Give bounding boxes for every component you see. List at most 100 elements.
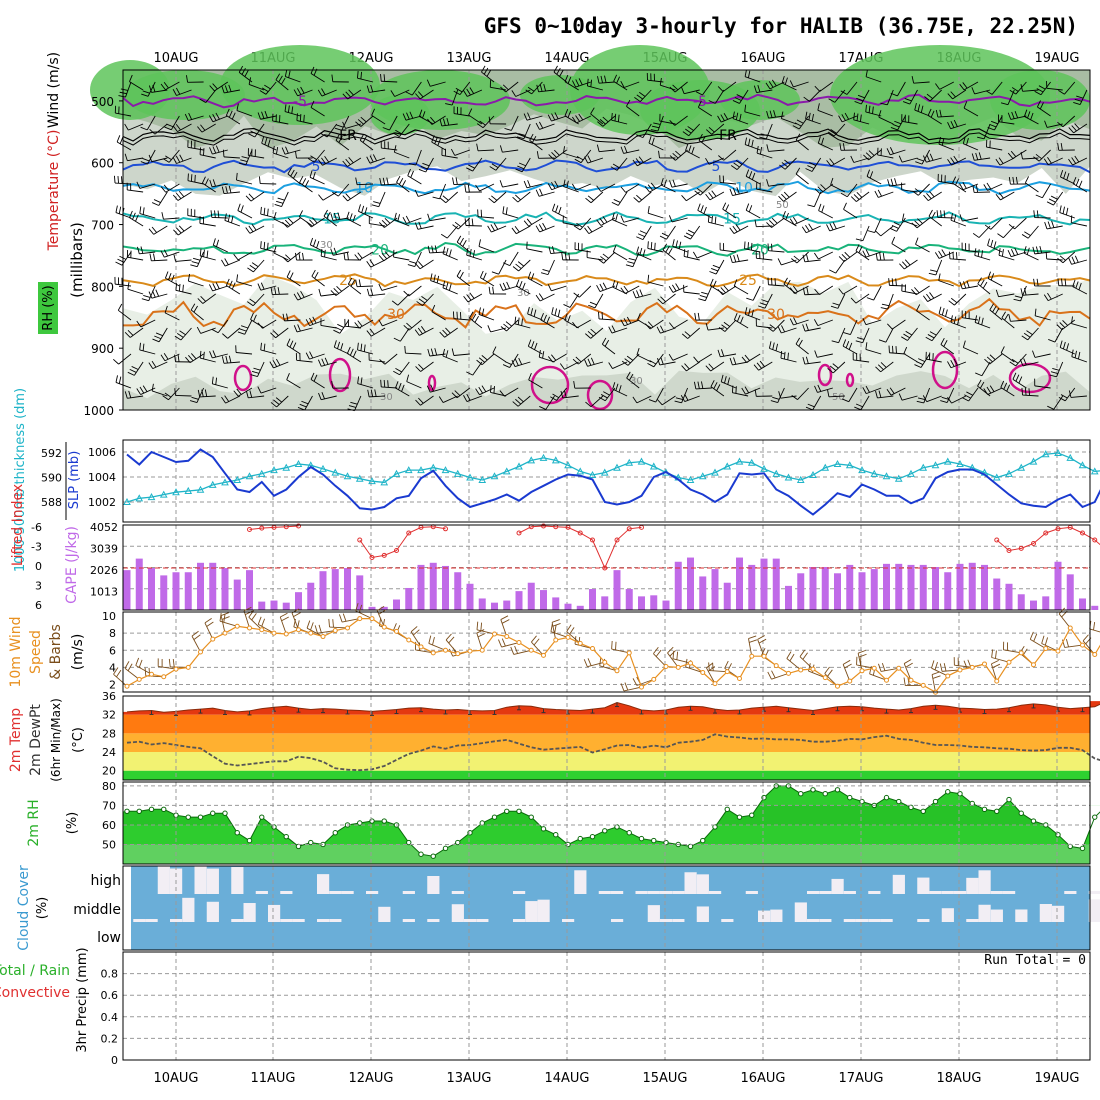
ylabel-slp: SLP (mb) (67, 451, 82, 510)
wind-barb-feather (975, 152, 979, 160)
wind-barb-feather (760, 133, 768, 137)
wind-barb-feather (792, 125, 800, 130)
wind-barb-feather (708, 192, 714, 199)
wind-barb (732, 361, 749, 366)
wind-barb-feather (330, 248, 334, 256)
cloud-cell (672, 919, 685, 922)
wind-barb-feather (989, 354, 996, 360)
wind-barb-feather (426, 385, 431, 393)
ylabel-convective: Convective (0, 985, 70, 1001)
cloud-cell (990, 909, 1003, 922)
wind-barb-feather (706, 129, 713, 135)
wind-barb-feather (287, 105, 290, 113)
wind-barb-feather (488, 197, 495, 204)
wind-barb (553, 149, 567, 160)
wind-barb-feather (1000, 102, 1009, 106)
wind-barb-feather (687, 249, 689, 258)
wind-barb-feather (391, 300, 399, 306)
cape-bar (858, 572, 866, 610)
cloud-cell (856, 919, 869, 922)
wind-barb-feather (249, 264, 257, 270)
wind-barb-feather (498, 639, 502, 648)
wind-barb-feather (172, 88, 177, 96)
wind-barb-feather (730, 165, 738, 170)
wind-barb (165, 277, 180, 287)
wind-barb-feather (602, 216, 608, 223)
wind-barb (765, 123, 773, 140)
wind-barb-feather (115, 261, 123, 266)
wind-barb-feather (926, 293, 932, 301)
wind-barb-feather (901, 261, 908, 268)
wind-barb-feather (178, 190, 185, 198)
wind-barb-feather (789, 80, 794, 88)
wind-barb-feather (346, 211, 350, 219)
wind-barb-feather (786, 651, 792, 659)
wind-barb (702, 81, 713, 96)
wind-barb (456, 387, 471, 399)
wind-barb-feather (1050, 371, 1059, 374)
wind-barb-feather (245, 195, 252, 202)
wind-speed-point (749, 653, 755, 659)
wind-barb-feather (370, 84, 374, 93)
cloud-cell (758, 910, 771, 922)
wind-barb (129, 217, 144, 227)
wind-barb-feather (772, 396, 780, 400)
wind-barb (891, 319, 906, 330)
wind-barb-feather (200, 124, 206, 131)
wind-barb-feather (204, 389, 208, 397)
wind-barb-feather (533, 638, 540, 646)
li-tick-label: 6 (35, 599, 42, 612)
wind-speed-point (161, 674, 167, 680)
wind-barb (580, 149, 592, 163)
wind-barb-feather (1075, 178, 1080, 186)
wind-barb-feather (787, 352, 789, 360)
wind-barb (354, 395, 362, 411)
wind-barb (981, 361, 991, 376)
wind-barb (518, 259, 531, 272)
wind-barb-feather (284, 219, 291, 226)
wind-barb-feather (189, 400, 198, 404)
wind-barb-feather (261, 87, 269, 92)
wind-barb (204, 622, 214, 640)
thickness-point (588, 471, 597, 479)
wind-barb (653, 653, 667, 667)
wind-barb-feather (526, 218, 533, 225)
li-point (394, 548, 399, 553)
wind-barb (986, 146, 1003, 151)
wind-barb (853, 359, 870, 363)
wind-barb-feather (905, 662, 913, 668)
thickness-point (196, 485, 205, 493)
wind-barb-feather (734, 97, 742, 101)
isotherm-label: FR (339, 128, 357, 144)
rh-point (810, 787, 816, 793)
wind-barb (897, 81, 906, 97)
rh-point (945, 789, 951, 795)
cloud-cell (366, 891, 379, 894)
wind-barb (347, 89, 362, 100)
wind-barb (564, 81, 579, 91)
wind-barb-feather (518, 357, 523, 365)
wind-barb-feather (430, 384, 434, 392)
wind-barb-feather (777, 326, 782, 334)
cloud-cell (525, 901, 538, 922)
wind-barb-feather (914, 220, 921, 227)
wind-barb-feather (527, 306, 530, 315)
wind-barb (963, 143, 979, 151)
wind-speed-point (1031, 662, 1036, 668)
wind-barb (521, 157, 531, 173)
wind-barb-feather (403, 290, 410, 297)
wind-barb-feather (222, 149, 225, 157)
wind-barb-feather (463, 395, 468, 402)
cape-bar (625, 589, 633, 610)
cape-bar (699, 576, 707, 610)
wind-barb-feather (538, 293, 544, 300)
wind-barb (862, 327, 870, 343)
wind-barb-feather (887, 179, 890, 187)
wind-barb-feather (844, 663, 852, 669)
ylabel-rh: RH (%) (41, 285, 56, 330)
wind-barb-feather (753, 85, 757, 93)
wind-barb-feather (1049, 374, 1057, 378)
wind-barb-feather (358, 204, 361, 212)
wind-barb-feather (733, 357, 737, 365)
wind-barb (139, 183, 156, 189)
